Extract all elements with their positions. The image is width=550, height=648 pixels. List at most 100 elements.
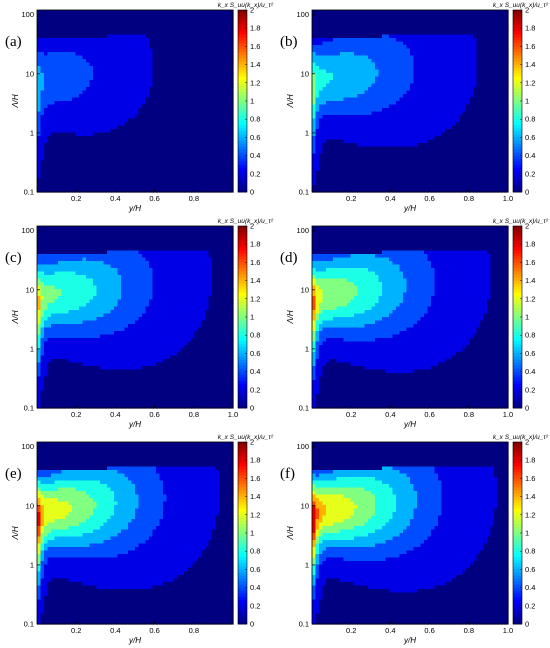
heatmap-cell	[82, 104, 87, 109]
heatmap-cell	[135, 122, 140, 127]
heatmap-cell	[145, 171, 150, 176]
heatmap-cell	[44, 66, 49, 71]
heatmap-cell	[326, 111, 331, 116]
heatmap-cell	[82, 188, 87, 193]
heatmap-cell	[312, 41, 317, 46]
heatmap-cell	[37, 129, 42, 134]
heatmap-cell	[72, 62, 77, 67]
heatmap-cell	[205, 80, 210, 85]
heatmap-cell	[375, 31, 380, 36]
heatmap-cell	[385, 139, 390, 144]
heatmap-cell	[410, 157, 415, 162]
heatmap-cell	[152, 122, 157, 127]
heatmap-cell	[107, 24, 112, 29]
heatmap-cell	[173, 13, 178, 18]
heatmap-cell	[114, 45, 119, 50]
heatmap-cell	[350, 41, 355, 46]
heatmap-cell	[347, 167, 352, 172]
heatmap-cell	[431, 52, 436, 57]
heatmap-cell	[438, 101, 443, 106]
heatmap-cell	[82, 136, 87, 141]
heatmap-cell	[177, 76, 182, 81]
heatmap-cell	[191, 69, 196, 74]
heatmap-cell	[166, 118, 171, 123]
heatmap-cell	[357, 52, 362, 57]
heatmap-cell	[58, 164, 63, 169]
heatmap-cell	[340, 13, 345, 18]
heatmap-cell	[406, 146, 411, 151]
heatmap-cell	[378, 34, 383, 39]
heatmap-cell	[427, 160, 432, 165]
heatmap-cell	[61, 167, 66, 172]
heatmap-cell	[434, 108, 439, 113]
heatmap-cell	[138, 167, 143, 172]
heatmap-cell	[350, 122, 355, 127]
heatmap-cell	[354, 87, 359, 92]
heatmap-cell	[131, 55, 136, 60]
heatmap-cell	[396, 34, 401, 39]
heatmap-cell	[44, 90, 49, 95]
colorbar-swatch	[238, 64, 247, 69]
heatmap-cell	[361, 52, 366, 57]
heatmap-cell	[110, 48, 115, 53]
heatmap-cell	[107, 69, 112, 74]
heatmap-cell	[58, 174, 63, 179]
heatmap-cell	[336, 94, 341, 99]
heatmap-cell	[51, 97, 56, 102]
heatmap-cell	[163, 108, 168, 113]
heatmap-cell	[364, 171, 369, 176]
heatmap-cell	[40, 83, 45, 88]
heatmap-cell	[354, 62, 359, 67]
heatmap-cell	[322, 104, 327, 109]
heatmap-cell	[229, 73, 234, 78]
heatmap-cell	[413, 111, 418, 116]
heatmap-cell	[96, 94, 101, 99]
heatmap-cell	[86, 178, 91, 183]
heatmap-cell	[336, 41, 341, 46]
heatmap-cell	[82, 31, 87, 36]
heatmap-cell	[86, 111, 91, 116]
heatmap-cell	[424, 20, 429, 25]
heatmap-cell	[371, 31, 376, 36]
heatmap-cell	[156, 125, 161, 130]
heatmap-cell	[114, 41, 119, 46]
heatmap-cell	[343, 104, 348, 109]
heatmap-cell	[347, 87, 352, 92]
heatmap-cell	[159, 171, 164, 176]
heatmap-cell	[110, 83, 115, 88]
heatmap-cell	[177, 41, 182, 46]
heatmap-cell	[322, 34, 327, 39]
heatmap-cell	[413, 80, 418, 85]
heatmap-cell	[392, 132, 397, 137]
heatmap-cell	[413, 66, 418, 71]
heatmap-cell	[159, 129, 164, 134]
heatmap-cell	[138, 83, 143, 88]
heatmap-cell	[350, 55, 355, 60]
heatmap-cell	[326, 80, 331, 85]
heatmap-cell	[410, 31, 415, 36]
heatmap-cell	[152, 94, 157, 99]
heatmap-cell	[417, 83, 422, 88]
heatmap-cell	[131, 87, 136, 92]
heatmap-cell	[58, 48, 63, 53]
heatmap-cell	[103, 129, 108, 134]
heatmap-cell	[396, 181, 401, 186]
heatmap-cell	[173, 45, 178, 50]
heatmap-cell	[54, 94, 59, 99]
heatmap-cell	[184, 97, 189, 102]
heatmap-cell	[219, 157, 224, 162]
heatmap-cell	[406, 108, 411, 113]
heatmap-cell	[343, 66, 348, 71]
heatmap-cell	[417, 31, 422, 36]
heatmap-cell	[121, 10, 126, 15]
heatmap-cell	[343, 48, 348, 53]
heatmap-cell	[72, 48, 77, 53]
heatmap-cell	[340, 27, 345, 32]
heatmap-cell	[110, 150, 115, 155]
heatmap-cell	[319, 76, 324, 81]
heatmap-cell	[434, 101, 439, 106]
heatmap-cell	[61, 136, 66, 141]
heatmap-cell	[413, 132, 418, 137]
heatmap-cell	[177, 122, 182, 127]
heatmap-cell	[417, 125, 422, 130]
